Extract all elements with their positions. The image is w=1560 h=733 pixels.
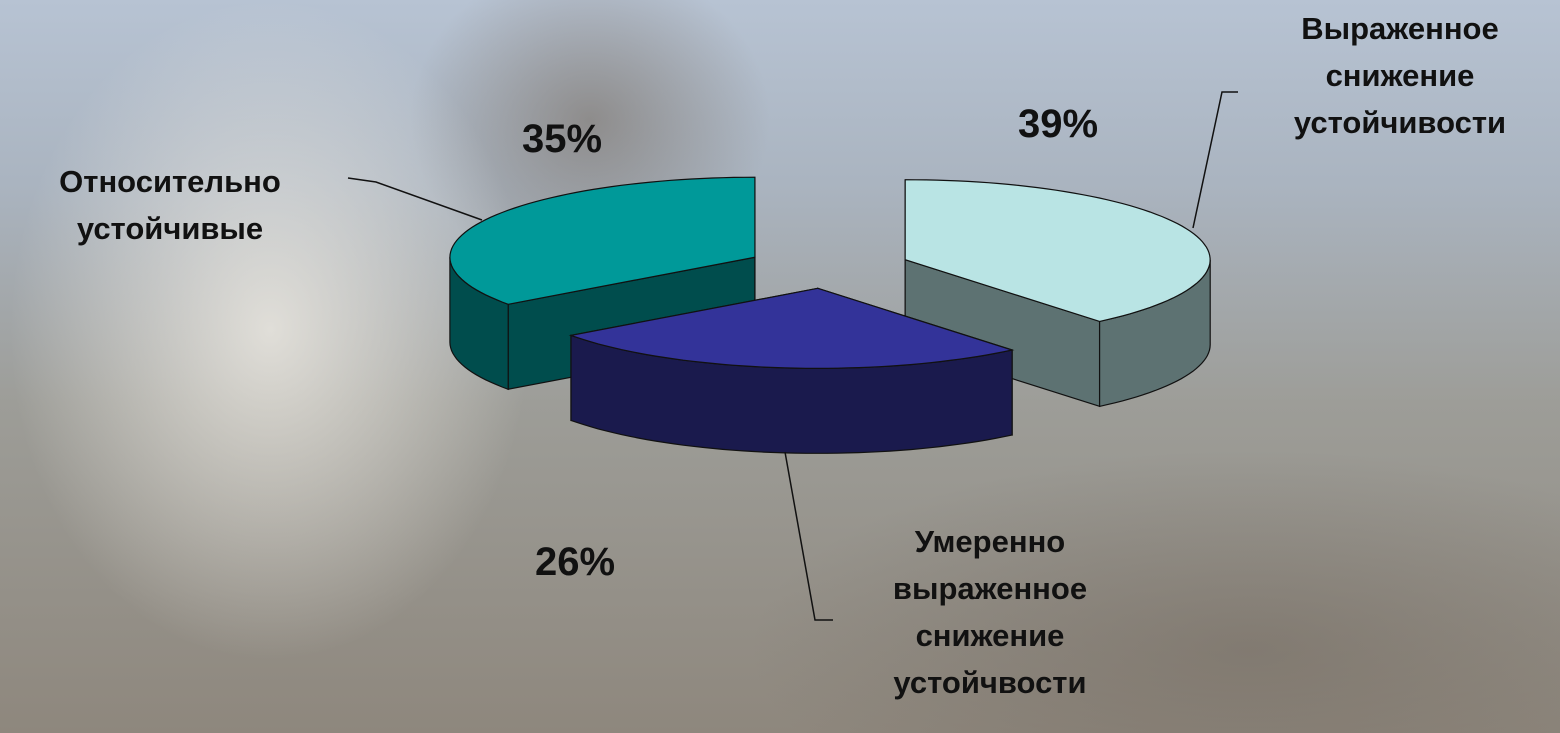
page: Выраженное снижение устойчивости Умеренн… [0,0,1560,733]
category-label: Выраженное снижение устойчивости [1250,5,1550,146]
leader-line [785,452,833,620]
category-label: Умеренно выраженное снижение устойчвости [840,518,1140,706]
value-label: 39% [1018,102,1098,147]
value-label: 26% [535,540,615,585]
leader-line [348,178,482,220]
leader-line [1193,92,1238,228]
category-label: Относительно устойчивые [0,158,340,252]
pie [450,177,1210,453]
value-label: 35% [522,117,602,162]
